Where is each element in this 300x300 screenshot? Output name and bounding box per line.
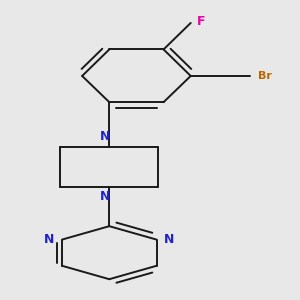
Text: Br: Br — [258, 71, 272, 81]
Text: F: F — [197, 15, 206, 28]
Text: N: N — [164, 233, 174, 246]
Text: N: N — [100, 130, 110, 143]
Text: N: N — [44, 233, 55, 246]
Text: N: N — [100, 190, 110, 203]
